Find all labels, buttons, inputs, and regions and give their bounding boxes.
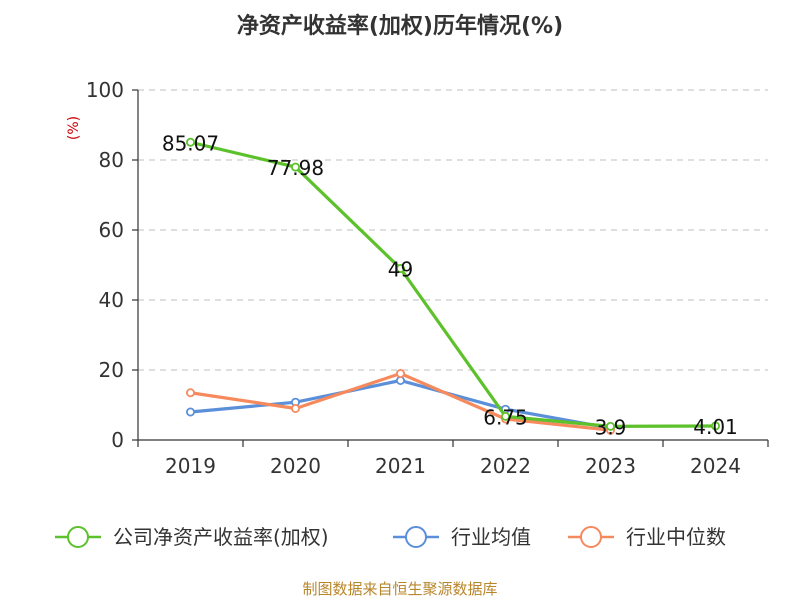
x-tick-label: 2019	[165, 454, 216, 478]
data-label: 85.07	[162, 131, 219, 155]
legend[interactable]: 公司净资产收益率(加权) 行业均值 行业中位数	[55, 525, 726, 549]
legend-label: 行业均值	[451, 525, 531, 549]
data-point	[185, 388, 195, 398]
data-point	[185, 137, 195, 147]
data-point	[500, 411, 510, 421]
axes: 0 20 40 60 80 100 2019 2020 2021 2022 2023 2024	[86, 78, 769, 478]
chart-title: 净资产收益率(加权)历年情况(%)	[236, 14, 564, 39]
x-tick-label: 2020	[270, 454, 321, 478]
y-tick-label: 40	[99, 288, 124, 312]
x-tick-label: 2023	[585, 454, 636, 478]
data-point	[395, 368, 405, 378]
data-point	[395, 263, 405, 273]
y-tick-label: 20	[99, 358, 124, 382]
data-point	[711, 421, 721, 431]
y-tick-label: 0	[111, 428, 124, 452]
legend-marker	[67, 526, 89, 548]
legend-item[interactable]: 行业中位数	[568, 525, 726, 549]
y-axis-unit-label: (%)	[66, 116, 82, 140]
y-tick-label: 80	[99, 148, 124, 172]
y-tick-label: 100	[86, 78, 124, 102]
data-point	[185, 407, 195, 417]
series-lines	[185, 137, 721, 435]
data-label: 49	[388, 258, 413, 282]
legend-label: 行业中位数	[626, 525, 726, 549]
legend-marker	[405, 526, 427, 548]
source-note: 制图数据来自恒生聚源数据库	[302, 580, 498, 598]
data-label: 77.98	[267, 156, 324, 180]
grid-lines	[138, 89, 768, 371]
legend-item[interactable]: 行业均值	[393, 525, 531, 549]
legend-item[interactable]: 公司净资产收益率(加权)	[55, 525, 329, 549]
data-label: 3.9	[595, 415, 627, 439]
data-point	[606, 421, 616, 431]
data-label: 6.75	[483, 405, 528, 429]
x-tick-label: 2024	[690, 454, 741, 478]
data-labels: 85.07 77.98 49 6.75 3.9 4.01	[162, 131, 738, 439]
data-label: 4.01	[693, 415, 738, 439]
x-tick-label: 2021	[375, 454, 426, 478]
x-tick-label: 2022	[480, 454, 531, 478]
data-point	[290, 162, 300, 172]
legend-label: 公司净资产收益率(加权)	[113, 525, 329, 549]
series-line	[190, 140, 716, 428]
legend-marker	[580, 526, 602, 548]
data-point	[290, 403, 300, 413]
y-tick-label: 60	[99, 218, 124, 242]
